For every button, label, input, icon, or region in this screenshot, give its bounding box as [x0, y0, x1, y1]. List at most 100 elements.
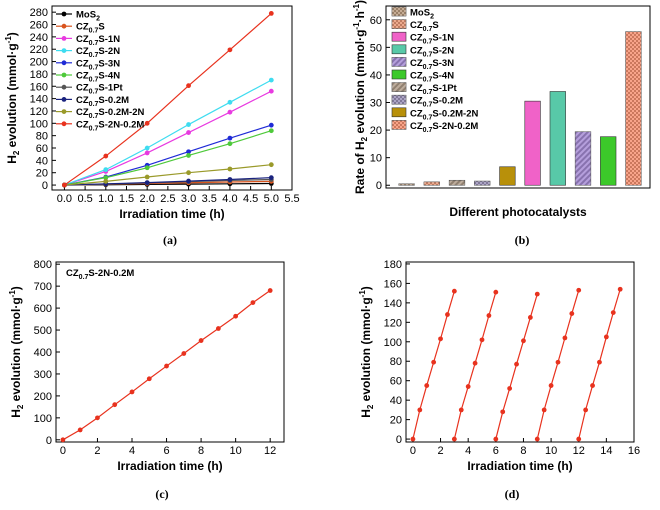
panel-d-xtick-label: 12	[573, 445, 585, 457]
panel-d-cycle-0-point	[424, 383, 430, 388]
panel-a-legend-label-8-sub: 0.7	[89, 113, 99, 120]
panel-a-ytick-label: 120	[30, 106, 48, 118]
panel-a-legend-label-0-main: MoS	[76, 10, 96, 21]
panel-a-legend-label-3-sub: 0.7	[89, 52, 99, 59]
panel-a-y-axis-label-part-5: )	[5, 32, 19, 36]
panel-d-cycle-1-point	[465, 384, 471, 389]
panel-d-cycle-2-point	[500, 409, 506, 415]
panel-b-legend-label-9-sub: 0.7	[423, 127, 433, 134]
panel-b-legend-label-9-main: CZ	[410, 121, 423, 132]
panel-a-xtick-label: 5.5	[284, 193, 299, 205]
panel-c-y-axis-label-part-2: evolution (	[9, 341, 23, 405]
panel-a-legend-label-7-sub: 0.7	[89, 101, 99, 108]
panel-a-legend-marker-2	[61, 36, 67, 41]
panel-b-legend-label-0-main: MoS	[410, 8, 430, 19]
panel-a-legend-label-3: CZ0.7S-2N	[76, 46, 120, 59]
panel-b-legend-label-1: CZ0.7S	[410, 20, 439, 33]
panel-b-bar-5	[600, 136, 617, 186]
panel-b-legend-label-6-main: CZ	[410, 83, 423, 94]
panel-a-xtick-label: 4.0	[222, 193, 237, 205]
panel-a-xtick-label: 2.5	[160, 193, 175, 205]
panel-a-legend-label-4: CZ0.7S-3N	[76, 58, 120, 71]
panel-a-series-3-point	[186, 122, 191, 127]
panel-b-legend-label-0: MoS2	[410, 8, 434, 21]
panel-b-ytick-label: 10	[370, 153, 382, 165]
panel-d-cycle-2-point	[527, 315, 533, 320]
panel-b-ytick-label: 0	[376, 180, 382, 192]
panel-a-ytick-label: 20	[36, 168, 48, 180]
panel-d-ytick-label: 80	[390, 356, 402, 368]
panel-d-cycle-1-point	[472, 360, 478, 366]
panel-a-series-9-point	[103, 153, 109, 159]
panel-c-xtick-label: 10	[230, 445, 242, 457]
panel-a-series-9-point	[62, 182, 67, 188]
panel-b-legend-label-6-tail: S-1Pt	[432, 83, 457, 94]
panel-c-series-point	[146, 376, 152, 382]
panel-a-xtick-label: 3.0	[181, 193, 196, 205]
panel-a-series-8-point	[268, 162, 274, 168]
panel-b-legend-label-1-sub: 0.7	[423, 26, 433, 33]
panel-b-x-axis-label: Different photocatalysts	[449, 205, 587, 219]
panel-a-series-5-point	[268, 128, 274, 134]
panel-c-xtick-label: 2	[94, 445, 100, 457]
panel-a-legend-label-8: CZ0.7S-0.2M-2N	[76, 107, 144, 120]
panel-b-legend-label-7-main: CZ	[410, 96, 423, 107]
panel-a-legend-label-1-main: CZ	[76, 22, 89, 33]
panel-b-legend-label-4-main: CZ	[410, 58, 423, 69]
panel-d-cycle-4-point	[617, 286, 623, 292]
panel-c-series-point	[215, 326, 221, 331]
panel-a-series-9-line	[64, 12, 272, 186]
panel-d-ytick-label: 20	[390, 415, 402, 427]
panel-a-legend-label-3-tail: S-2N	[98, 46, 120, 57]
panel-d-cycle-2-point	[534, 291, 540, 297]
panel-d-cycle-0-point	[451, 288, 457, 294]
panel-a-series-4-point	[268, 122, 274, 128]
panel-d-y-axis-label-part-5: )	[359, 286, 373, 290]
panel-a-legend-label-5-sub: 0.7	[89, 77, 99, 84]
panel-b-legend-swatch-pattern-0	[392, 7, 406, 16]
panel-a-ytick-label: 0	[42, 180, 48, 192]
panel-b-legend-label-2-tail: S-1N	[432, 33, 454, 44]
panel-d-cycle-2-point	[514, 361, 519, 367]
panel-c-ytick-label: 0	[46, 435, 52, 447]
panel-a-legend-marker-0	[61, 11, 67, 17]
panel-c-xtick-label: 0	[60, 445, 66, 457]
panel-c-series-point	[233, 313, 239, 319]
panel-a-legend-marker-6	[61, 84, 67, 90]
panel-b-y-axis-label-part-7: )	[353, 0, 367, 4]
panel-a-legend-marker-1	[61, 23, 67, 29]
panel-b-legend-label-7-tail: S-0.2M	[432, 96, 463, 107]
panel-b-legend-swatch-3	[391, 44, 407, 55]
panel-d-y-axis-label-part-1: 2	[366, 404, 375, 409]
panel-b-bar-3	[549, 91, 566, 186]
panel-a-series-2-point	[186, 130, 191, 135]
panel-c-series-point	[129, 389, 135, 395]
panel-b-legend-label-5-tail: S-4N	[432, 71, 454, 82]
panel-a-series-5-point	[227, 141, 233, 147]
panel-b-y-axis-label-part-4: -1	[352, 22, 361, 30]
panel-d-ytick-label: 40	[390, 395, 402, 407]
panel-a-series-8-point	[103, 178, 109, 184]
panel-b-legend-label-4-tail: S-3N	[432, 58, 454, 69]
panel-d-xtick-label: 14	[600, 445, 612, 457]
panel-a-legend-label-6: CZ0.7S-1Pt	[76, 83, 124, 96]
panel-a-legend-label-7: CZ0.7S-0.2M	[76, 95, 129, 108]
panel-c-series-point	[198, 338, 204, 343]
panel-c-ytick-label: 400	[34, 347, 52, 359]
panel-d-y-axis-label-part-2: evolution (	[359, 341, 373, 405]
panel-a-legend-label-1-tail: S	[98, 22, 104, 33]
panel-a-xtick-label: 1.5	[119, 193, 134, 205]
panel-a-y-axis-label-part-4: -1	[4, 36, 13, 44]
panel-a-y-axis-label: H2 evolution (mmol·g-1)	[4, 32, 21, 164]
panel-a-y-axis-label-part-0: H	[5, 155, 19, 164]
panel-b-legend-label-6: CZ0.7S-1Pt	[410, 83, 458, 96]
panel-b-legend-swatch-2	[391, 31, 407, 42]
panel-b-legend-label-3-main: CZ	[410, 45, 423, 56]
panel-a-series-3-point	[268, 77, 274, 83]
panel-b-legend-swatch-pattern-6	[392, 82, 406, 92]
panel-d-xtick-label: 2	[437, 445, 443, 457]
panel-b-bar-8	[499, 166, 516, 186]
panel-a-legend-label-5-main: CZ	[76, 71, 89, 82]
panel-d-x-axis-label: Irradiation time (h)	[467, 459, 572, 473]
panel-d-xtick-label: 16	[628, 445, 640, 457]
